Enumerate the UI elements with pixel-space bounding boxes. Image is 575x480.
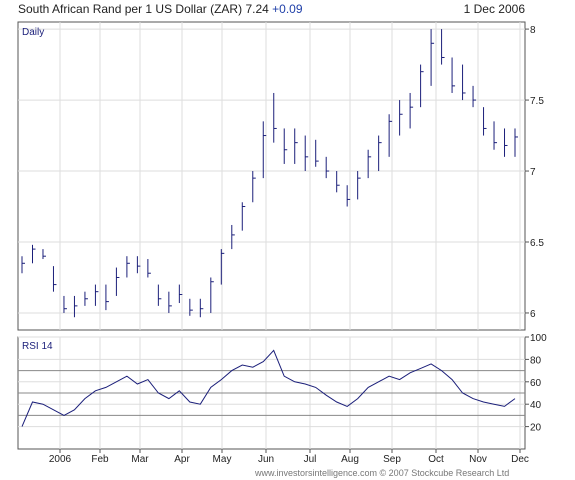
ohlc-bar: [178, 284, 183, 304]
price-panel-label: Daily: [22, 27, 44, 38]
price-y-tick-label: 7: [530, 167, 536, 178]
x-axis: 2006 Feb Mar Apr May Jun Jul Aug Sep Oct Nov Dec: [49, 449, 529, 465]
last-price: 7.24: [245, 2, 269, 16]
ohlc-bar: [315, 139, 319, 167]
ohlc-bar: [189, 298, 193, 316]
ohlc-bar: [168, 291, 172, 313]
price-y-axis: 6 6.5 7 7.5 8: [525, 25, 544, 320]
ohlc-bar: [304, 135, 309, 172]
ohlc-bar: [283, 128, 288, 164]
x-tick-label: Dec: [511, 454, 529, 465]
rsi-line: [21, 349, 516, 427]
ohlc-bar: [31, 244, 36, 264]
rsi-y-tick-label: 40: [530, 400, 542, 411]
ohlc-bar: [294, 128, 298, 164]
ohlc-bar: [504, 128, 508, 157]
rsi-y-axis: 20 40 60 80 100: [525, 333, 547, 434]
ohlc-bar: [441, 29, 445, 65]
ohlc-bar: [157, 284, 162, 306]
ohlc-bar: [388, 114, 393, 157]
x-tick-label: Aug: [341, 454, 359, 465]
instrument-name: South African Rand per 1 US Dollar (ZAR): [18, 2, 243, 16]
ohlc-bar: [514, 128, 519, 157]
ohlc-bar: [241, 202, 246, 231]
x-tick-label: May: [213, 454, 232, 465]
price-panel-frame: [17, 21, 526, 331]
ohlc-bar: [493, 121, 498, 150]
ohlc-bar: [21, 256, 25, 274]
chart-header-left: South African Rand per 1 US Dollar (ZAR)…: [18, 2, 303, 16]
price-panel-grid: [18, 22, 525, 330]
rsi-panel-label: RSI 14: [22, 341, 53, 352]
ohlc-bar: [378, 135, 382, 172]
ohlc-bar: [42, 249, 46, 260]
ohlc-bar: [126, 256, 130, 278]
x-tick-label: Apr: [174, 454, 190, 465]
x-tick-label: Sep: [383, 454, 401, 465]
x-tick-label: Feb: [91, 454, 109, 465]
ohlc-bar: [367, 149, 372, 179]
ohlc-bar: [430, 29, 435, 86]
price-y-tick-label: 8: [530, 25, 536, 36]
ohlc-bar: [115, 267, 120, 296]
ohlc-bar: [73, 295, 78, 318]
ohlc-bar: [94, 284, 99, 306]
ohlc-bar: [483, 107, 487, 136]
ohlc-bar: [273, 92, 277, 143]
ohlc-bar: [231, 224, 235, 250]
x-tick-label: Jun: [258, 454, 274, 465]
price-y-tick-label: 6.5: [530, 238, 544, 249]
ohlc-bar: [84, 291, 88, 306]
ohlc-bar: [63, 295, 67, 313]
ohlc-bar: [399, 100, 403, 136]
price-change: +0.09: [272, 2, 303, 16]
ohlc-bar: [325, 156, 330, 179]
ohlc-bar: [220, 249, 225, 285]
price-y-tick-label: 6: [530, 309, 536, 320]
x-tick-label: 2006: [49, 454, 72, 465]
ohlc-bar: [420, 64, 424, 108]
rsi-y-tick-label: 80: [530, 355, 542, 366]
rsi-y-tick-label: 20: [530, 423, 542, 434]
ohlc-bar: [462, 64, 466, 101]
ohlc-bar: [252, 171, 256, 203]
ohlc-bar: [451, 57, 456, 93]
ohlc-bar: [136, 256, 141, 274]
ohlc-bar: [409, 92, 414, 129]
ohlc-bar: [346, 185, 351, 207]
ohlc-bar: [472, 85, 477, 108]
ohlc-bar: [357, 171, 361, 200]
price-y-tick-label: 7.5: [530, 96, 544, 107]
x-tick-label: Mar: [131, 454, 149, 465]
x-tick-label: Nov: [469, 454, 487, 465]
ohlc-bar: [262, 121, 267, 179]
chart-date: 1 Dec 2006: [463, 2, 525, 16]
ohlc-bar: [199, 298, 204, 318]
rsi-reference-lines: [18, 370, 525, 416]
ohlc-bar: [210, 277, 214, 313]
ohlc-bar: [105, 284, 109, 311]
x-tick-label: Jul: [304, 454, 317, 465]
rsi-y-tick-label: 100: [530, 333, 547, 344]
copyright-footer: www.investorsintelligence.com © 2007 Sto…: [255, 468, 510, 478]
rsi-y-tick-label: 60: [530, 378, 542, 389]
ohlc-bar: [52, 266, 57, 292]
x-tick-label: Oct: [428, 454, 444, 465]
price-ohlc-series: [21, 29, 519, 318]
ohlc-bar: [147, 259, 151, 278]
ohlc-bar: [336, 171, 340, 193]
